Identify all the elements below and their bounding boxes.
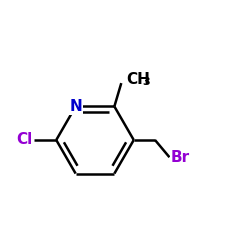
Text: CH: CH: [126, 72, 150, 87]
Text: Cl: Cl: [16, 132, 32, 148]
Text: N: N: [69, 99, 82, 114]
Text: Br: Br: [171, 150, 190, 165]
Text: 3: 3: [142, 77, 150, 87]
